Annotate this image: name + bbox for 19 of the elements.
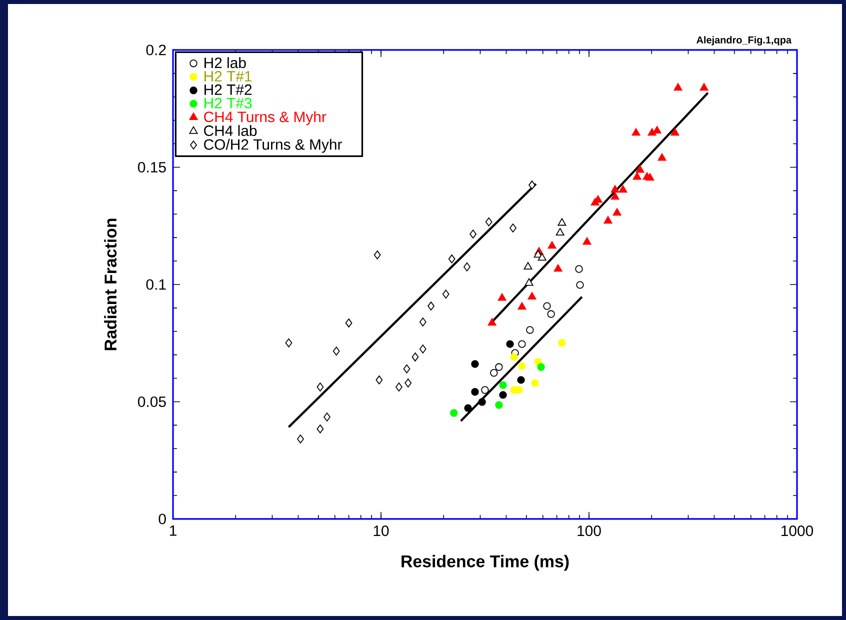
legend-label: H2 T#3: [204, 98, 252, 108]
y-tick-label: 0.15: [138, 162, 166, 173]
y-tick-label: 0.2: [146, 44, 166, 56]
y-axis-title: Radiant Fraction: [104, 218, 117, 350]
x-tick-label: 100: [578, 526, 601, 536]
x-tick-label: 10: [374, 526, 389, 536]
text: Alejandro_Fig.1,qpa: [696, 36, 792, 46]
y-tick-label: 0: [158, 514, 166, 524]
legend-label: H2 T#2: [204, 84, 252, 95]
x-tick-label: 1000: [782, 526, 814, 536]
legend-label: H2 lab: [204, 57, 246, 68]
y-tick-label: 0.1: [146, 279, 166, 290]
x-tick-label: 1: [170, 526, 176, 536]
legend-label: CH4 lab: [204, 125, 257, 136]
y-tick-label: 0.05: [138, 396, 166, 408]
legend-label: CH4 Turns & Myhr: [204, 111, 326, 126]
legend-label: CO/H2 Turns & Myhr: [204, 138, 342, 153]
x-axis-title: Residence Time (ms): [402, 554, 569, 571]
legend-label: H2 T#1: [204, 70, 252, 82]
